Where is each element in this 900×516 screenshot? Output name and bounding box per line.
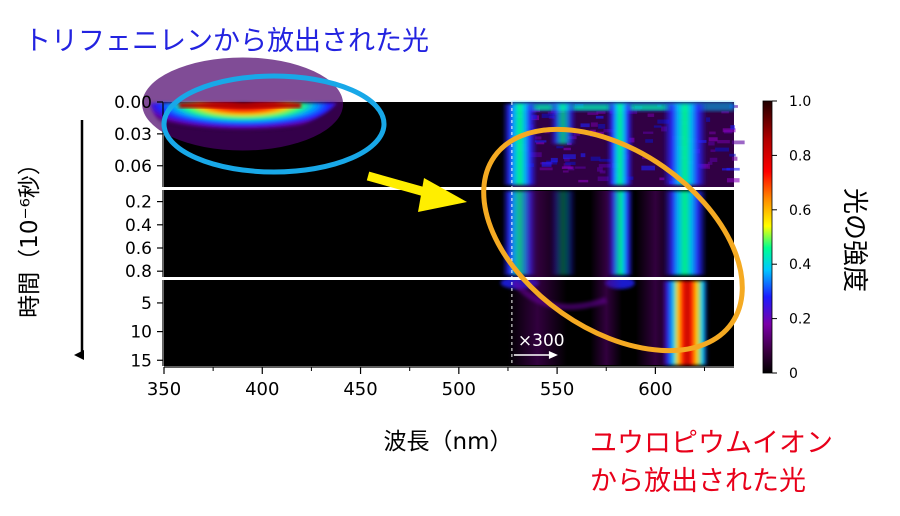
europium-top-strip-core: [516, 105, 679, 110]
europium-noise-29: [653, 125, 662, 128]
europium-noise-84: [726, 167, 740, 171]
europium-noise-17: [599, 158, 611, 162]
europium-noise-63: [580, 123, 590, 128]
y-tick-label-1-0.4: 0.4: [125, 216, 152, 236]
europium-noise-19: [731, 140, 745, 145]
europium-noise-3: [564, 157, 570, 162]
europium-noise-39: [731, 156, 738, 161]
europium-noise-73: [721, 111, 729, 114]
scale-marker-arrow: [513, 351, 558, 359]
triphenylene-highlight-ellipse: [161, 73, 387, 175]
europium-noise-85: [597, 176, 609, 182]
europium-noise-25: [590, 122, 598, 127]
x-axis: 350 400 450 500 550 600: [147, 366, 734, 400]
x-tick-label-400: 400: [245, 379, 279, 400]
y-tick-label-0-0.00: 0.00: [114, 93, 152, 113]
europium-noise-96: [722, 128, 736, 133]
europium-noise-34: [708, 137, 718, 142]
europium-highlight-ellipse: [481, 126, 745, 354]
europium-noise-114: [590, 156, 601, 161]
europium-noise-22: [562, 170, 569, 173]
europium-noise-94: [647, 113, 655, 117]
y-tick-label-1-0.2: 0.2: [125, 193, 152, 213]
europium-noise-7: [563, 147, 571, 151]
europium-noise-67: [706, 117, 711, 122]
europium-noise-44: [710, 149, 716, 152]
europium-noise-86: [597, 167, 603, 172]
europium-noise-100: [598, 123, 606, 129]
europium-noise-35: [715, 147, 729, 152]
europium-noise-106: [595, 115, 604, 119]
triphenylene-peak: [179, 103, 302, 108]
europium-noise-2: [575, 166, 586, 169]
colorbar-tick-label-0.2: 0.2: [789, 312, 811, 328]
europium-noise-93: [733, 105, 738, 108]
colorbar-ticks: 0 0.2 0.4 0.6 0.8 1.0: [772, 94, 811, 382]
y-tick-label-0-0.06: 0.06: [114, 157, 152, 177]
europium-noise-40: [556, 146, 564, 149]
europium-noise-98: [641, 165, 656, 171]
europium-noise-50: [562, 154, 576, 160]
europium-noise-31: [645, 139, 654, 143]
europium-noise-117: [730, 125, 735, 130]
x-tick-label-450: 450: [343, 379, 377, 400]
europium-noise-69: [580, 153, 586, 158]
y-tick-label-2-5: 5: [141, 294, 152, 314]
europium-noise-15: [726, 178, 740, 183]
europium-noise-89: [729, 153, 736, 157]
europium-noise-79: [561, 166, 573, 170]
europium-noise-90: [565, 161, 576, 165]
europium-noise-80: [534, 140, 547, 143]
triphenylene-emission: [150, 103, 338, 147]
europium-noise-20: [539, 167, 553, 171]
europium-noise-76: [709, 157, 718, 162]
europium-noise-99: [550, 157, 558, 163]
europium-annotation-line2: から放出された光: [590, 466, 806, 497]
colorbar-label: 光の強度: [839, 188, 869, 292]
yellow-pointer-arrow: [366, 171, 467, 212]
europium-noise-38: [707, 161, 713, 165]
colorbar-tick-label-0.8: 0.8: [789, 148, 811, 164]
europium-noise-47: [535, 136, 542, 140]
europium-noise-118: [659, 177, 665, 181]
colorbar: [762, 100, 773, 374]
europium-noise-51: [722, 168, 731, 171]
europium-noise-88: [596, 111, 606, 114]
europium-noise-70: [578, 179, 589, 183]
colorbar-tick-label-0.4: 0.4: [789, 257, 811, 273]
europium-noise-119: [541, 113, 555, 118]
europium-annotation-line1: ユウロピウムイオン: [590, 428, 833, 459]
y-tick-label-2-10: 10: [130, 323, 152, 343]
europium-noise-37: [598, 164, 611, 168]
y-axis-label: 時間（10⁻⁶秒）: [17, 152, 43, 318]
triphenylene-annotation: トリフェニレンから放出された光: [24, 26, 429, 57]
europium-noise-108: [587, 112, 599, 115]
x-tick-label-600: 600: [638, 379, 672, 400]
europium-noise-59: [717, 139, 730, 144]
eu-band-top-1: [550, 104, 576, 144]
x-axis-label: 波長（nm）: [384, 429, 513, 455]
colorbar-tick-label-0: 0: [789, 366, 798, 382]
colorbar-tick-label-1.0: 1.0: [789, 94, 811, 110]
x-tick-label-550: 550: [540, 379, 574, 400]
europium-noise-27: [536, 142, 545, 145]
europium-noise-52: [541, 161, 552, 167]
y-axis: 0.00 0.03 0.06 0.2 0.4 0.6 0.8 5 10 15: [114, 93, 164, 371]
y-tick-label-0-0.03: 0.03: [114, 125, 152, 145]
y-tick-label-1-0.6: 0.6: [125, 239, 152, 259]
y-tick-label-1-0.8: 0.8: [125, 262, 152, 282]
europium-noise-60: [709, 131, 716, 135]
europium-noise-43: [599, 170, 606, 174]
europium-noise-87: [642, 131, 654, 134]
x-tick-label-500: 500: [442, 379, 476, 400]
colorbar-tick-label-0.6: 0.6: [789, 203, 811, 219]
x-tick-label-350: 350: [147, 379, 181, 400]
scale-arrow-head: [548, 351, 558, 359]
scale-marker-label: ×300: [518, 331, 565, 351]
y-tick-label-2-15: 15: [130, 351, 152, 371]
europium-noise-9: [708, 141, 715, 146]
europium-noise-42: [563, 163, 571, 168]
europium-noise-49: [573, 131, 581, 136]
